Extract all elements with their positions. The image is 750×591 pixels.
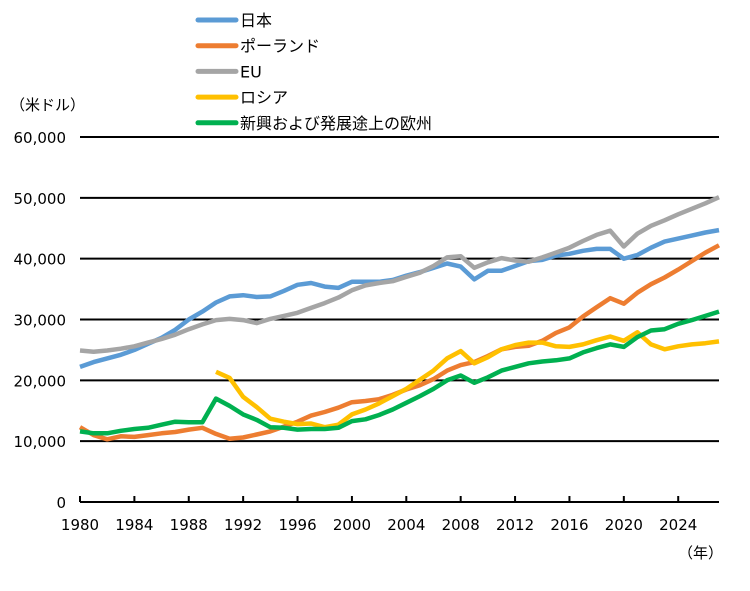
x-tick-label: 1996 — [278, 516, 316, 534]
x-tick-label: 1988 — [170, 516, 208, 534]
legend-label: 新興および発展途上の欧州 — [240, 114, 432, 133]
y-tick-label: 40,000 — [14, 251, 67, 269]
legend-label: EU — [240, 62, 262, 81]
legend-label: 日本 — [240, 11, 272, 30]
x-tick-label: 1980 — [61, 516, 99, 534]
legend-label: ポーランド — [240, 37, 320, 56]
y-axis-unit-label: （米ドル） — [10, 96, 85, 114]
x-tick-label: 2020 — [605, 516, 643, 534]
series-line-4 — [79, 309, 720, 436]
x-axis-unit-label: （年） — [678, 544, 723, 562]
series-line-3 — [215, 330, 720, 430]
y-tick-label: 20,000 — [14, 372, 67, 390]
y-tick-label: 0 — [56, 494, 66, 512]
y-axis-ticks: 0 10,000 20,000 30,000 40,000 50,000 60,000 — [14, 129, 67, 512]
x-tick-label: 2008 — [442, 516, 480, 534]
series-line-2 — [79, 195, 720, 354]
series-lines — [78, 195, 721, 442]
y-tick-label: 50,000 — [14, 190, 67, 208]
x-tick-label: 2004 — [387, 516, 425, 534]
gridlines — [80, 136, 719, 443]
x-tick-label: 2016 — [550, 516, 588, 534]
x-tick-label: 1984 — [115, 516, 153, 534]
x-tick-label: 1992 — [224, 516, 262, 534]
y-tick-label: 30,000 — [14, 312, 67, 330]
x-tick-label: 2024 — [659, 516, 697, 534]
x-tick-label: 2000 — [333, 516, 371, 534]
x-tick-label: 2012 — [496, 516, 534, 534]
y-tick-label: 60,000 — [14, 129, 67, 147]
legend-label: ロシア — [240, 88, 288, 107]
x-axis: 1980 1984 1988 1992 1996 2000 2004 2008 2012 2016… — [61, 496, 719, 534]
y-tick-label: 10,000 — [14, 433, 67, 451]
